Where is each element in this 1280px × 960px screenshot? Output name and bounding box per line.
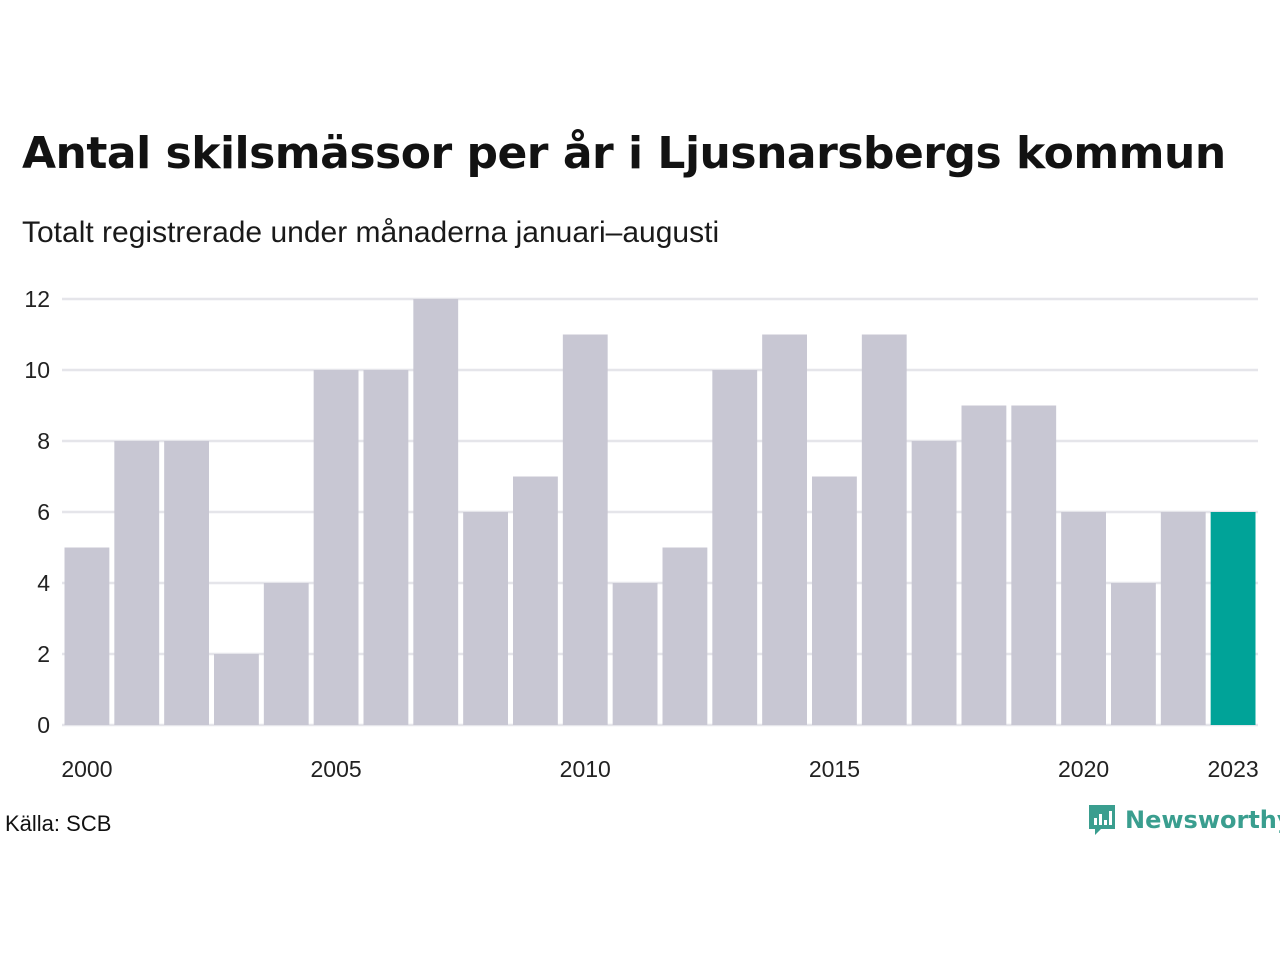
bar-2004 xyxy=(263,583,309,725)
bar-2012 xyxy=(662,547,708,725)
x-axis-ticks: 2000 2005 2010 2015 2020 2023 xyxy=(61,756,1258,782)
x-tick-label: 2015 xyxy=(809,756,860,782)
bar-2001 xyxy=(114,441,160,725)
bar-2011 xyxy=(612,583,658,725)
bar-2014 xyxy=(762,334,807,725)
y-tick-label: 2 xyxy=(37,641,50,667)
chart-title: Antal skilsmässor per år i Ljusnarsbergs… xyxy=(22,128,1226,179)
bar-2003 xyxy=(214,654,259,725)
gridlines xyxy=(62,297,1258,727)
bar-2017 xyxy=(911,441,957,725)
bar-2010 xyxy=(562,334,608,725)
bar-2016 xyxy=(861,334,907,725)
y-tick-label: 10 xyxy=(24,357,50,383)
bar-2002 xyxy=(164,441,209,725)
bar-2021 xyxy=(1111,583,1156,725)
bar-2007 xyxy=(413,299,459,725)
bar-2015 xyxy=(812,476,857,725)
bar-2008 xyxy=(463,512,508,725)
bar-2022 xyxy=(1160,512,1206,725)
x-tick-label: 2010 xyxy=(560,756,611,782)
brand-name: Newsworthy xyxy=(1125,806,1280,834)
bars xyxy=(64,299,1256,725)
chart-subtitle: Totalt registrerade under månaderna janu… xyxy=(22,216,720,249)
bar-2020 xyxy=(1061,512,1106,725)
bar-2005 xyxy=(313,370,359,725)
bar-2006 xyxy=(363,370,409,725)
x-tick-label: 2000 xyxy=(61,756,112,782)
y-tick-label: 6 xyxy=(37,499,50,525)
bar-2019 xyxy=(1011,405,1057,725)
x-tick-label: 2005 xyxy=(310,756,361,782)
y-tick-label: 8 xyxy=(37,428,50,454)
bar-chart: 0 2 4 6 8 10 12 2000 2005 2010 2015 2020 2023 xyxy=(24,286,1258,782)
source-label: Källa: SCB xyxy=(5,811,112,836)
bar-2023 xyxy=(1210,512,1256,725)
bar-2013 xyxy=(712,370,758,725)
y-tick-label: 0 xyxy=(37,712,50,738)
x-tick-label: 2020 xyxy=(1058,756,1109,782)
y-tick-label: 4 xyxy=(37,570,50,596)
y-tick-label: 12 xyxy=(24,286,50,312)
x-tick-label: 2023 xyxy=(1207,756,1258,782)
bar-2000 xyxy=(64,547,110,725)
brand-logo: Newsworthy xyxy=(1087,803,1280,837)
newsworthy-logo-icon xyxy=(1089,805,1115,835)
bar-2018 xyxy=(961,405,1007,725)
bar-2009 xyxy=(513,476,558,725)
y-axis-ticks: 0 2 4 6 8 10 12 xyxy=(24,286,50,738)
